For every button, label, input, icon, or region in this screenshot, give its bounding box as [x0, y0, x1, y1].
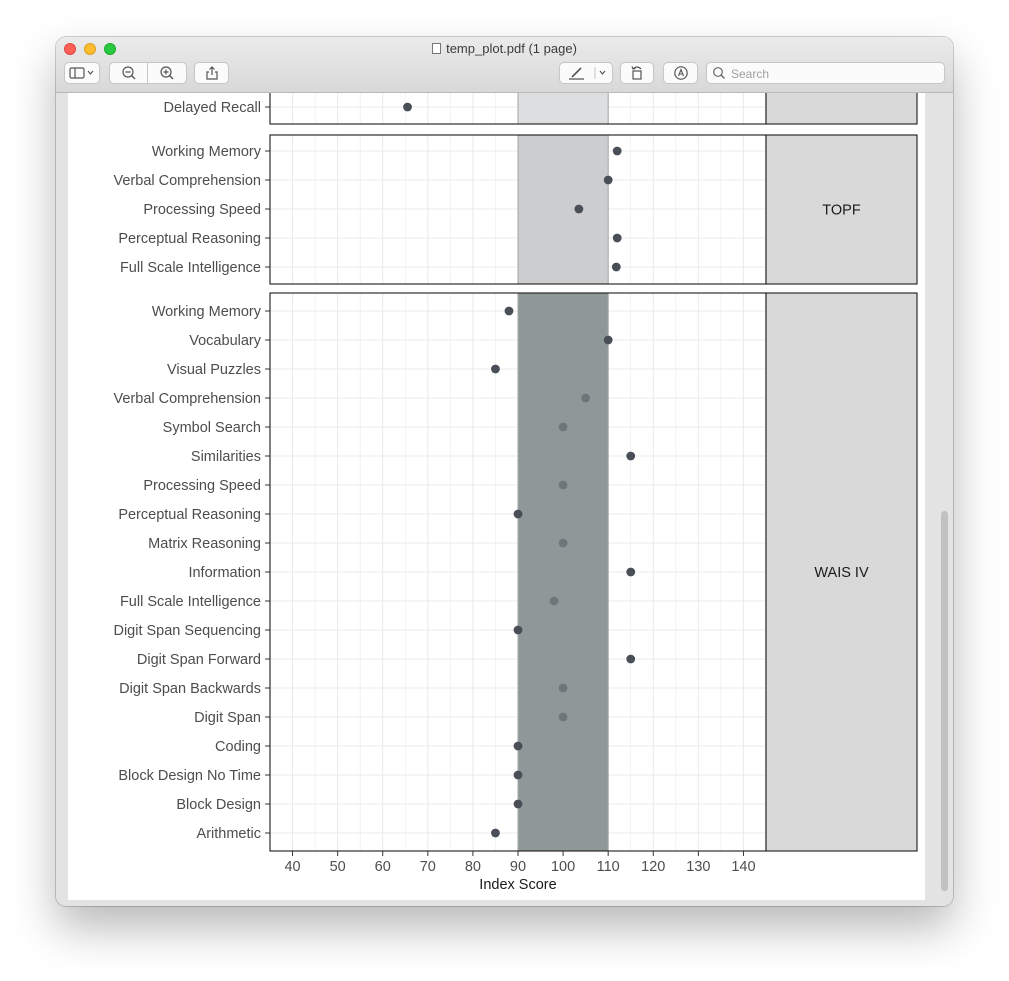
zoom-in-icon	[160, 66, 174, 80]
y-tick-label: Arithmetic	[197, 826, 261, 842]
y-tick-label: Information	[188, 565, 261, 581]
y-tick-label: Verbal Comprehension	[113, 173, 261, 189]
x-tick-label: 80	[465, 859, 481, 875]
data-point	[626, 451, 636, 461]
zoom-out-button[interactable]	[109, 62, 148, 84]
data-point	[403, 102, 412, 112]
facet-strip	[765, 134, 918, 285]
pdf-document-icon	[432, 43, 442, 54]
rotate-icon	[631, 66, 642, 80]
y-tick-label: Full Scale Intelligence	[120, 260, 261, 276]
search-input[interactable]	[729, 65, 933, 83]
data-point	[513, 799, 523, 809]
faceted-dot-plot: Delayed Recall Working Memory Verbal Compr…	[113, 93, 918, 893]
rotate-button[interactable]	[620, 62, 654, 84]
annotate-button[interactable]	[663, 62, 698, 84]
zoom-in-button[interactable]	[147, 62, 187, 84]
minimize-button[interactable]	[84, 43, 96, 55]
y-tick-label: Perceptual Reasoning	[118, 231, 261, 247]
reference-band	[517, 134, 609, 285]
reference-band	[517, 292, 609, 852]
window-title: temp_plot.pdf (1 page)	[56, 41, 953, 56]
pencil-icon	[569, 67, 606, 80]
data-point	[558, 480, 568, 490]
markup-icon	[673, 66, 688, 80]
x-tick-label: 70	[420, 859, 436, 875]
data-point	[603, 175, 613, 185]
y-tick-label: Block Design No Time	[118, 768, 261, 784]
data-point	[611, 262, 621, 272]
data-point	[603, 335, 613, 345]
x-axis-title: Index Score	[479, 877, 556, 893]
data-point	[558, 683, 568, 693]
data-point	[513, 625, 523, 635]
close-button[interactable]	[64, 43, 76, 55]
y-tick-label: Processing Speed	[143, 478, 261, 494]
y-tick-label: Matrix Reasoning	[148, 536, 261, 552]
x-tick-label: 40	[284, 859, 300, 875]
facet-strip-label: TOPF	[822, 203, 861, 219]
data-point	[558, 538, 568, 548]
y-tick-label: Digit Span Backwards	[119, 681, 261, 697]
data-point	[581, 393, 591, 403]
share-icon	[205, 66, 218, 80]
y-tick-label: Digit Span Sequencing	[113, 623, 261, 639]
search-field[interactable]	[706, 62, 945, 84]
scrollbar-thumb[interactable]	[941, 511, 948, 891]
fullscreen-button[interactable]	[104, 43, 116, 55]
y-tick-label: Processing Speed	[143, 202, 261, 218]
x-tick-label: 110	[597, 859, 620, 875]
x-tick-label: 100	[551, 859, 575, 875]
y-tick-label: Working Memory	[152, 304, 262, 320]
sidebar-icon	[69, 67, 94, 79]
data-point	[513, 509, 523, 519]
y-tick-label: Block Design	[176, 797, 261, 813]
y-tick-label: Vocabulary	[189, 333, 261, 349]
title-bar: temp_plot.pdf (1 page)	[56, 37, 953, 93]
data-point	[549, 596, 559, 606]
data-point	[612, 146, 622, 156]
x-tick-label: 120	[641, 859, 665, 875]
y-tick-label: Similarities	[191, 449, 261, 465]
facet-strip	[765, 292, 918, 852]
data-point	[574, 204, 584, 214]
y-tick-label: Coding	[215, 739, 261, 755]
x-tick-label: 130	[686, 859, 710, 875]
sidebar-button[interactable]	[64, 62, 100, 84]
window-title-text: temp_plot.pdf (1 page)	[446, 41, 577, 56]
document-view[interactable]: Delayed Recall Working Memory Verbal Compr…	[56, 93, 953, 906]
facet-strip-label: WAIS IV	[814, 565, 869, 581]
data-point	[626, 654, 636, 664]
data-point	[513, 741, 523, 751]
y-tick-label: Verbal Comprehension	[113, 391, 261, 407]
zoom-out-icon	[121, 66, 135, 80]
markup-pen-button[interactable]	[559, 62, 613, 84]
search-icon	[713, 67, 725, 79]
y-tick-label: Perceptual Reasoning	[118, 507, 261, 523]
share-button[interactable]	[194, 62, 229, 84]
x-tick-label: 140	[731, 859, 755, 875]
y-tick-label: Visual Puzzles	[167, 362, 261, 378]
y-tick-label: Symbol Search	[163, 420, 261, 436]
data-point	[491, 364, 500, 374]
data-point	[626, 567, 636, 577]
data-point	[612, 233, 622, 243]
x-tick-label: 50	[330, 859, 346, 875]
data-point	[558, 422, 568, 432]
y-tick-label: Working Memory	[152, 144, 262, 160]
y-tick-label: Full Scale Intelligence	[120, 594, 261, 610]
y-tick-label: Digit Span	[194, 710, 261, 726]
y-tick-label: Digit Span Forward	[137, 652, 261, 668]
data-point	[504, 306, 514, 316]
y-tick-label: Delayed Recall	[163, 100, 261, 116]
reference-band	[517, 93, 609, 125]
facet-strip	[765, 93, 918, 125]
data-point	[491, 828, 500, 838]
pdf-page: Delayed Recall Working Memory Verbal Compr…	[68, 93, 925, 900]
data-point	[558, 712, 568, 722]
data-point	[513, 770, 523, 780]
preview-window: temp_plot.pdf (1 page)	[56, 37, 953, 906]
x-tick-label: 60	[375, 859, 391, 875]
x-tick-label: 90	[510, 859, 526, 875]
